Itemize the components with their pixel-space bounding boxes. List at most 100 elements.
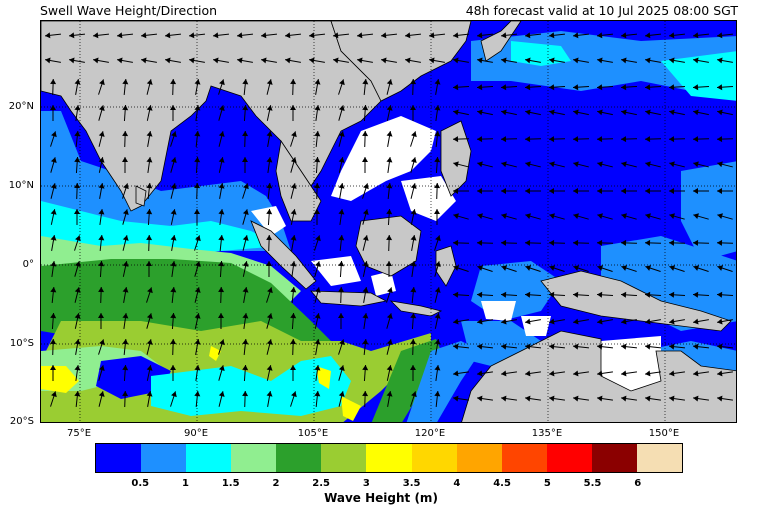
wave-band-3-5m-patch2 <box>316 366 331 389</box>
direction-arrow <box>290 391 297 407</box>
direction-arrow <box>308 32 326 39</box>
direction-arrow <box>170 157 177 173</box>
direction-arrow <box>525 213 541 220</box>
direction-arrow <box>410 312 417 330</box>
direction-arrow <box>573 57 589 64</box>
direction-arrow <box>242 287 249 303</box>
direction-arrow <box>596 32 614 39</box>
direction-arrow <box>434 105 441 121</box>
colorbar-tick-label: 2 <box>272 478 280 489</box>
direction-arrow <box>572 291 590 298</box>
colorbar-segment <box>276 444 322 472</box>
direction-arrow <box>74 209 80 225</box>
direction-arrow <box>452 32 470 39</box>
direction-arrow <box>669 188 685 194</box>
direction-arrow <box>573 161 589 168</box>
direction-arrow <box>453 161 469 168</box>
direction-arrow <box>98 183 105 199</box>
direction-arrow <box>170 261 177 277</box>
direction-arrow <box>362 364 369 382</box>
direction-arrow <box>549 395 565 402</box>
direction-arrow <box>669 57 685 64</box>
direction-arrow <box>333 57 349 64</box>
direction-arrow <box>290 78 297 96</box>
direction-arrow <box>573 109 589 116</box>
direction-arrow <box>362 183 369 199</box>
direction-arrow <box>170 78 177 96</box>
direction-arrow <box>284 32 302 39</box>
calm-south-china-sea <box>331 116 436 201</box>
direction-arrow <box>500 84 518 91</box>
direction-arrow <box>362 287 369 303</box>
direction-arrow <box>669 109 685 116</box>
direction-arrow <box>477 188 493 194</box>
direction-arrow <box>501 213 517 220</box>
direction-arrow <box>290 365 296 381</box>
direction-arrow <box>68 32 86 39</box>
direction-arrow <box>621 265 637 272</box>
direction-arrow <box>453 213 469 220</box>
direction-arrow <box>668 239 686 246</box>
direction-arrow <box>596 84 614 91</box>
direction-arrow <box>98 234 105 252</box>
direction-arrow <box>693 395 709 402</box>
direction-arrow <box>645 57 661 64</box>
direction-arrow <box>170 105 176 121</box>
lat-label-10n: 10°N <box>8 180 34 191</box>
lat-label-0: 0° <box>22 259 34 270</box>
direction-arrow <box>596 343 614 350</box>
direction-arrow <box>314 105 321 121</box>
direction-arrow <box>290 312 297 330</box>
direction-arrow <box>74 130 81 148</box>
direction-arrow <box>380 32 398 39</box>
direction-arrow <box>386 313 393 329</box>
direction-arrow <box>164 32 182 39</box>
direction-arrow <box>242 261 249 277</box>
direction-arrow <box>410 391 417 407</box>
direction-arrow <box>501 161 517 168</box>
wave-band-2-5m-east <box>371 339 441 422</box>
direction-arrow <box>98 131 105 147</box>
direction-arrow <box>452 291 470 298</box>
direction-arrow <box>597 213 613 220</box>
direction-arrow <box>453 57 469 64</box>
direction-arrow <box>314 79 321 95</box>
wave-band-3-5m-patch <box>209 346 221 361</box>
direction-arrow <box>477 370 493 377</box>
direction-arrow <box>146 234 153 252</box>
direction-arrow <box>146 287 153 303</box>
direction-arrow <box>218 209 225 225</box>
direction-arrow <box>476 84 494 91</box>
direction-arrow <box>260 32 278 39</box>
direction-arrow <box>50 78 57 96</box>
direction-arrow <box>525 161 541 168</box>
direction-arrow <box>266 365 273 381</box>
direction-arrow <box>165 57 181 64</box>
direction-arrow <box>525 370 541 377</box>
direction-arrow <box>218 365 225 381</box>
direction-arrow <box>266 261 272 277</box>
direction-arrow <box>669 318 685 325</box>
direction-arrow <box>314 287 321 303</box>
direction-arrow <box>500 291 518 298</box>
direction-arrow <box>434 287 441 303</box>
direction-arrow <box>716 343 734 350</box>
colorbar-tick-label: 4.5 <box>493 478 511 489</box>
direction-arrow <box>716 136 734 143</box>
colorbar-tick-label: 1 <box>181 478 189 489</box>
direction-arrow <box>338 209 345 225</box>
direction-arrow <box>453 109 469 116</box>
colorbar-tick-label: 3.5 <box>402 478 421 489</box>
direction-arrow <box>501 395 517 402</box>
direction-arrow <box>692 291 710 298</box>
direction-arrow <box>290 286 297 304</box>
direction-arrow <box>434 313 441 329</box>
direction-arrow <box>596 239 614 246</box>
colorbar-segment <box>186 444 232 472</box>
direction-arrow <box>621 395 637 402</box>
direction-arrow <box>452 239 470 246</box>
direction-arrow <box>98 209 105 225</box>
direction-arrow <box>597 57 613 64</box>
direction-arrow <box>645 213 661 220</box>
direction-arrow <box>692 343 710 350</box>
